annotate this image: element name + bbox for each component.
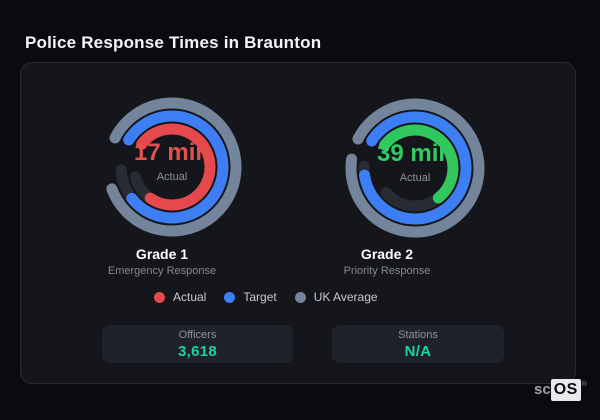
legend-item-actual[interactable]: Actual <box>154 290 206 304</box>
legend-dot-uk-average-icon <box>294 291 306 303</box>
legend-item-uk-average[interactable]: UK Average <box>294 290 378 304</box>
grade-1-ring-uk-average-arc <box>106 97 242 237</box>
stat-box-stations: Stations N/A <box>332 325 504 363</box>
gauge-grade-1-caption: Grade 1 Emergency Response <box>108 246 216 277</box>
stat-value-stations: N/A <box>404 342 432 360</box>
grade-2-ring-actual-arc <box>379 124 459 204</box>
stat-label-officers: Officers <box>178 328 217 341</box>
stat-value-officers: 3,618 <box>177 342 218 360</box>
stat-box-officers: Officers 3,618 <box>102 325 293 363</box>
registered-trademark-icon: ® <box>581 381 587 388</box>
scos-logo-prefix: sc <box>534 381 551 398</box>
gauge-grade-1-subtitle: Emergency Response <box>107 265 217 277</box>
legend-dot-actual-icon <box>154 291 165 303</box>
gauge-grade-2-subtitle: Priority Response <box>343 265 431 277</box>
legend-label-target: Target <box>243 290 277 304</box>
legend-label-actual: Actual <box>173 290 207 304</box>
legend-item-target[interactable]: Target <box>224 290 277 304</box>
grade-2-ring-uk-average-arc <box>345 98 485 238</box>
grade-2-ring-target-arc <box>359 111 472 225</box>
stat-label-stations: Stations <box>398 328 438 341</box>
gauge-grade-2-title: Grade 2 <box>360 246 414 262</box>
legend-dot-target-icon <box>224 291 236 303</box>
gauge-grade-2: 39 min Actual <box>335 88 495 248</box>
legend: Actual Target UK Average <box>154 290 378 304</box>
scos-logo: sc OS ® <box>534 379 587 401</box>
dashboard-card: 17 min Actual Grade 1 Emergency Response… <box>20 62 576 384</box>
page-title: Police Response Times in Braunton <box>25 33 322 53</box>
gauge-grade-2-caption: Grade 2 Priority Response <box>344 246 431 277</box>
gauge-grade-2-rings <box>345 98 485 238</box>
grade-1-ring-actual-arc <box>136 123 216 211</box>
legend-label-uk-average: UK Average <box>313 290 378 304</box>
grade-1-ring-target-arc <box>123 110 229 224</box>
gauge-grade-1: 17 min Actual <box>92 87 252 247</box>
gauge-grade-1-title: Grade 1 <box>135 246 189 262</box>
scos-logo-box: OS <box>550 379 581 401</box>
gauge-grade-1-rings <box>106 97 242 237</box>
